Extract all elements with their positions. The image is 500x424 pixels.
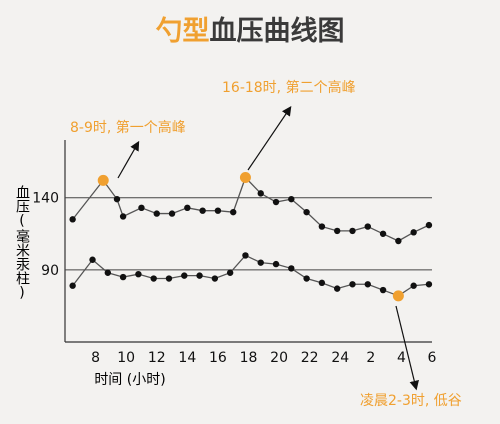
data-point (214, 207, 222, 214)
data-point (425, 281, 433, 288)
data-point (410, 282, 417, 289)
data-point (349, 281, 356, 288)
data-point (272, 260, 280, 268)
data-point (181, 272, 188, 279)
data-point (113, 195, 121, 203)
highlight-point (97, 174, 109, 186)
x-tick-labels: 8 10 12 14 16 18 20 22 24 2 4 6 (91, 350, 436, 366)
annotation-arrow (117, 140, 140, 179)
data-point (150, 275, 157, 282)
x-tick-label-24: 24 (331, 350, 349, 366)
annotation-label: 16-18时, 第二个高峰 (222, 79, 356, 96)
data-point (165, 275, 173, 282)
x-tick-label-8: 8 (91, 350, 100, 366)
y-tick-label-90: 90 (41, 263, 59, 279)
data-point (303, 208, 310, 216)
data-point (138, 204, 145, 212)
data-point (333, 227, 341, 235)
chart-title-main: 血压曲线图 (210, 16, 345, 47)
data-point (303, 275, 310, 282)
data-point (333, 285, 341, 292)
x-tick-label-12: 12 (148, 350, 166, 366)
data-point (184, 204, 191, 212)
x-tick-label-4: 4 (397, 350, 406, 366)
data-point (211, 275, 219, 282)
x-tick-label-2: 2 (366, 350, 375, 366)
highlight-point (239, 172, 251, 184)
data-point (364, 223, 371, 230)
data-point (199, 207, 206, 214)
data-point (168, 210, 176, 217)
data-point (242, 252, 249, 259)
data-point (395, 237, 402, 245)
data-point (226, 269, 234, 276)
data-point (153, 210, 160, 217)
reference-lines (65, 197, 432, 271)
annotation-arrow (395, 305, 419, 391)
data-point (196, 272, 203, 279)
x-tick-label-22: 22 (301, 350, 319, 366)
x-tick-label-10: 10 (117, 350, 135, 366)
annotation-label: 凌晨2-3时, 低谷 (360, 393, 462, 409)
data-point (379, 286, 387, 294)
annotation-label: 8-9时, 第一个高峰 (70, 119, 186, 136)
x-tick-label-6: 6 (428, 350, 437, 366)
y-tick-labels: 140 90 (32, 191, 59, 279)
data-point (288, 265, 295, 272)
y-axis-label: 血压(毫米汞柱) (14, 185, 30, 301)
data-point (349, 227, 356, 235)
data-point (318, 279, 326, 287)
y-tick-label-140: 140 (32, 191, 59, 207)
chart-title-accent: 勺型 (156, 16, 210, 47)
data-point (410, 229, 417, 236)
data-point (69, 216, 76, 223)
data-point (104, 269, 112, 276)
data-point (364, 281, 371, 288)
x-axis-label: 时间 (小时) (94, 372, 165, 388)
series-line-1 (72, 254, 430, 297)
data-point (379, 230, 387, 237)
data-point (318, 223, 326, 230)
data-point (272, 198, 280, 206)
data-point (69, 282, 76, 289)
highlight-point (392, 290, 404, 302)
data-point (135, 270, 142, 278)
series-points (69, 172, 433, 302)
annotation-arrow (247, 106, 292, 171)
data-point (288, 195, 295, 203)
data-point (425, 221, 433, 229)
chart-title: 勺型血压曲线图 (156, 16, 345, 47)
data-point (119, 213, 127, 220)
data-point (230, 208, 237, 216)
x-tick-label-14: 14 (178, 350, 196, 366)
data-point (119, 273, 127, 281)
data-point (257, 259, 264, 266)
data-point (89, 256, 96, 263)
x-tick-label-16: 16 (209, 350, 227, 366)
data-point (257, 190, 264, 197)
x-tick-label-20: 20 (270, 350, 288, 366)
series-line-0 (72, 176, 430, 242)
x-tick-label-18: 18 (240, 350, 258, 366)
